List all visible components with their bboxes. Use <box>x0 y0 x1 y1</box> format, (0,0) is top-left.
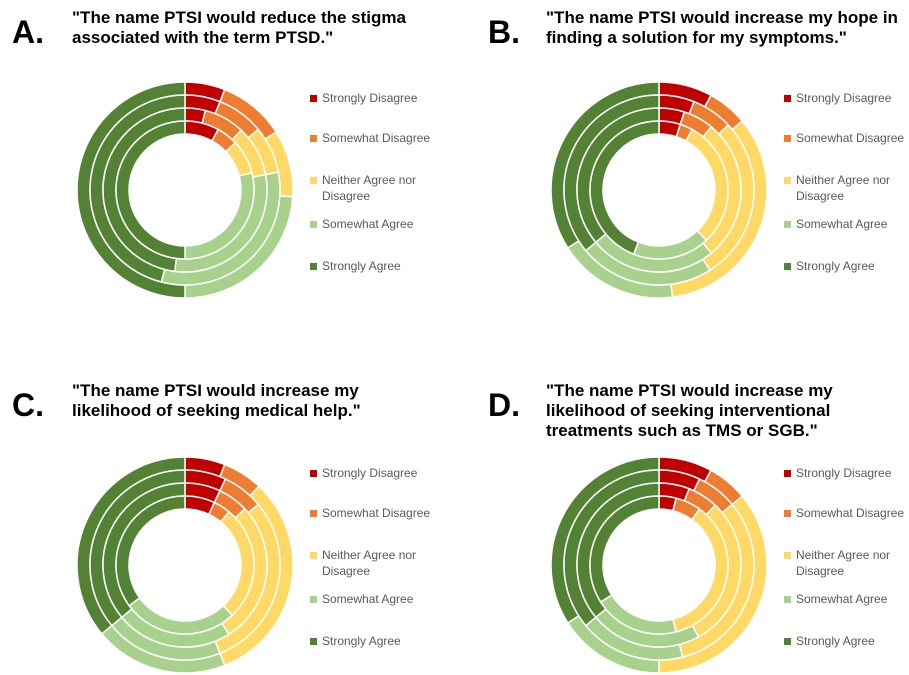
legend-label: Somewhat Agree <box>322 217 414 231</box>
donut-chart <box>76 456 294 674</box>
legend-swatch <box>784 221 791 228</box>
panel-b: B. "The name PTSI would increase my hope… <box>454 0 908 336</box>
legend-swatch <box>310 552 317 559</box>
panel-title: "The name PTSI would increase my likelih… <box>72 381 361 420</box>
legend-swatch <box>784 638 791 645</box>
legend-label: Neither Agree nor Disagree <box>796 173 891 203</box>
donut-segment-ring4-strongly-agree <box>589 120 660 256</box>
legend-swatch <box>310 510 317 517</box>
legend-swatch <box>310 596 317 603</box>
legend-swatch <box>310 95 317 102</box>
legend-label: Strongly Disagree <box>796 91 892 105</box>
panel-c: C. "The name PTSI would increase my like… <box>0 337 454 674</box>
legend-label: Somewhat Agree <box>322 592 414 606</box>
legend-label: Somewhat Disagree <box>796 131 905 145</box>
legend-label: Neither Agree nor Disagree <box>796 548 891 578</box>
donut-segment-ring4-strongly-agree <box>589 495 660 604</box>
panel-letter: A. <box>12 14 44 50</box>
donut-segment-ring4-strongly-agree <box>115 120 186 260</box>
legend-swatch <box>310 135 317 142</box>
legend-label: Strongly Agree <box>796 259 875 273</box>
panel-title: "The name PTSI would reduce the stigma a… <box>72 8 406 47</box>
donut-chart <box>76 81 294 299</box>
legend-swatch <box>784 95 791 102</box>
donut-segment-ring4-strongly-agree <box>115 495 186 607</box>
legend-label: Neither Agree nor Disagree <box>322 548 417 578</box>
legend-swatch <box>784 177 791 184</box>
panel-letter: B. <box>488 14 520 50</box>
donut-chart <box>550 81 768 299</box>
legend-swatch <box>784 135 791 142</box>
panel-d: D. "The name PTSI would increase my like… <box>454 337 908 674</box>
legend-label: Somewhat Disagree <box>796 506 905 520</box>
legend-label: Strongly Agree <box>796 634 875 648</box>
legend-swatch <box>784 596 791 603</box>
legend-swatch <box>784 263 791 270</box>
legend-swatch <box>310 470 317 477</box>
legend-label: Neither Agree nor Disagree <box>322 173 417 203</box>
legend-label: Somewhat Agree <box>796 217 888 231</box>
legend-label: Somewhat Disagree <box>322 131 431 145</box>
panel-title: "The name PTSI would increase my likelih… <box>546 381 833 440</box>
legend-swatch <box>310 221 317 228</box>
donut-chart <box>550 456 768 674</box>
panel-a: A. "The name PTSI would reduce the stigm… <box>0 0 454 336</box>
legend-swatch <box>784 552 791 559</box>
legend-label: Strongly Disagree <box>322 466 418 480</box>
legend-label: Strongly Agree <box>322 259 401 273</box>
legend-swatch <box>310 638 317 645</box>
panel-title: "The name PTSI would increase my hope in… <box>546 8 898 47</box>
panel-letter: C. <box>12 387 44 423</box>
legend-label: Somewhat Agree <box>796 592 888 606</box>
legend-label: Strongly Agree <box>322 634 401 648</box>
legend-swatch <box>310 263 317 270</box>
legend-label: Strongly Disagree <box>796 466 892 480</box>
legend-swatch <box>784 470 791 477</box>
legend-label: Strongly Disagree <box>322 91 418 105</box>
legend-swatch <box>784 510 791 517</box>
legend-label: Somewhat Disagree <box>322 506 431 520</box>
legend-swatch <box>310 177 317 184</box>
panel-letter: D. <box>488 387 520 423</box>
